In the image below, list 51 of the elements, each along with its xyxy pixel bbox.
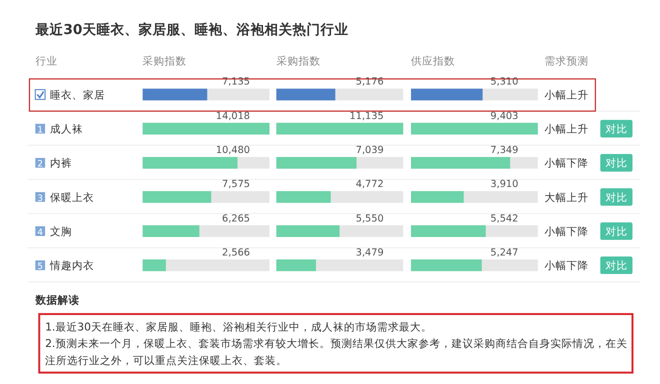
x-axis-title: 供应指数 — [410, 54, 455, 68]
data-label: 5,247 — [490, 248, 518, 259]
y-tick-label: 成人袜 — [50, 122, 83, 136]
data-label: 14,018 — [216, 110, 250, 122]
text: 1 — [37, 126, 43, 136]
text: 小幅上升 — [544, 122, 589, 136]
y-axis-title: 行业 — [35, 54, 58, 68]
data-label: 7,039 — [356, 145, 384, 156]
data-label: 3,479 — [356, 248, 384, 259]
text: 3 — [37, 194, 43, 204]
data-label: 5,310 — [490, 76, 518, 88]
y-tick-label: 保暖上衣 — [50, 190, 94, 204]
data-label: 7,135 — [222, 76, 250, 88]
text: 小幅下降 — [544, 156, 589, 170]
data-label: 2,566 — [222, 248, 250, 259]
data-label: 6,265 — [222, 213, 250, 224]
text: 大幅上升 — [544, 190, 589, 204]
text: 对比 — [605, 190, 628, 204]
data-label: 5,550 — [356, 213, 384, 224]
text: 5 — [37, 262, 43, 272]
text: 对比 — [605, 156, 628, 170]
text: 对比 — [605, 122, 628, 136]
data-label: 4,772 — [356, 179, 384, 190]
text: 小幅下降 — [544, 225, 589, 238]
y-tick-label: 情趣内衣 — [48, 259, 94, 272]
text: 需求预测 — [544, 54, 589, 68]
y-tick-label: 内裤 — [50, 156, 72, 170]
data-label: 10,480 — [216, 145, 250, 156]
data-label: 3,910 — [490, 179, 518, 190]
x-axis-title: 采购指数 — [142, 54, 187, 68]
x-axis-title: 采购指数 — [276, 54, 320, 68]
text: 小幅下降 — [544, 259, 589, 272]
text: 对比 — [605, 259, 628, 272]
data-label: 5,176 — [356, 76, 384, 88]
text: 2.预测未来一个月，保暖上衣、套装市场需求有较大增长。预测结果仅供大家参考，建议采购商结合自身实际情况，在关注所选行业之外，可以重点关注保暖上衣、套装。 — [45, 337, 628, 367]
text: 小幅上升 — [544, 88, 589, 102]
data-label: 7,575 — [222, 179, 250, 190]
text: 4 — [37, 228, 44, 238]
data-label: 7,349 — [490, 145, 518, 156]
text: 数据解读 — [34, 293, 80, 306]
text: 2 — [37, 160, 43, 170]
text: 1.最近30天在睡衣、家居服、睡袍、浴袍相关行业中，成人袜的市场需求最大。 — [45, 320, 432, 334]
bar — [276, 259, 316, 272]
y-tick-label: 睡衣、家居 — [50, 88, 105, 102]
chart-title: 最近30天睡衣、家居服、睡袍、浴袍相关热门行业 — [34, 21, 348, 38]
text: 对比 — [605, 225, 628, 238]
data-label: 5,542 — [490, 213, 518, 224]
y-tick-label: 文胸 — [50, 225, 72, 238]
data-label: 11,135 — [350, 110, 384, 122]
data-label: 9,403 — [490, 110, 518, 122]
bar — [142, 259, 166, 272]
